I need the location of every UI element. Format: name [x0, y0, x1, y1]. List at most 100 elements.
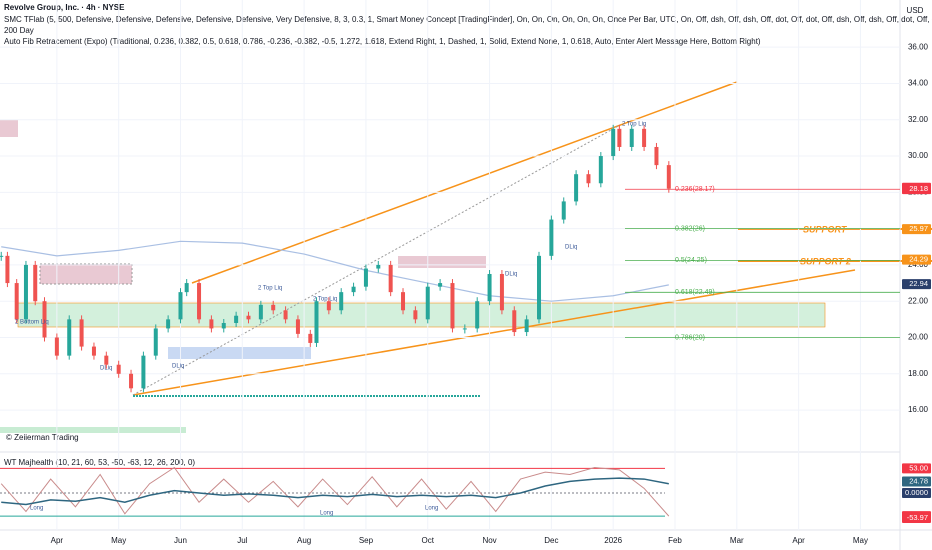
candle — [475, 301, 480, 329]
fib-label: 0.236(28.17) — [675, 186, 715, 193]
fib-label: 0.786(20) — [675, 334, 705, 341]
candle — [629, 128, 634, 147]
candle — [561, 201, 566, 220]
channel-line — [191, 81, 738, 284]
candle — [221, 322, 226, 329]
y-tick-label: 36.00 — [908, 42, 929, 51]
candle — [499, 273, 504, 311]
oscillator-title: WT Majhealth (10, 21, 60, 53, -50, -63, … — [4, 458, 195, 467]
y-tick-label: 32.00 — [908, 115, 929, 124]
price-tag-label: 53.00 — [909, 463, 928, 472]
y-tick-label: 16.00 — [908, 405, 929, 414]
price-tag-label: 24.29 — [909, 255, 928, 264]
candle — [295, 319, 300, 334]
candle — [166, 319, 171, 329]
x-tick-label: Dec — [544, 536, 558, 545]
price-tag — [902, 254, 931, 265]
price-tag — [902, 224, 931, 235]
x-tick-label: Jul — [237, 536, 247, 545]
x-tick-label: Apr — [51, 536, 64, 545]
demand-zone — [17, 302, 826, 328]
candle — [401, 292, 406, 311]
candle — [450, 283, 455, 329]
candle — [524, 319, 529, 333]
fib-label: 0.5(24.25) — [675, 257, 707, 264]
structure-label: Long — [30, 506, 43, 512]
candle — [14, 283, 19, 320]
y-tick-label: 34.00 — [908, 79, 929, 88]
candle — [67, 319, 72, 356]
price-tag-label: 24.78 — [909, 476, 928, 485]
candle — [537, 255, 542, 320]
structure-label: DLiq — [172, 364, 184, 370]
price-tag — [902, 184, 931, 195]
candle — [574, 174, 579, 202]
demand-zone — [0, 427, 186, 433]
structure-label: Long — [320, 511, 333, 517]
candle — [512, 310, 517, 333]
x-tick-label: May — [853, 536, 868, 545]
indicator-legend: SMC TFlab (5, 500, Defensive, Defensive,… — [4, 15, 932, 24]
candle — [462, 328, 467, 330]
candle — [666, 165, 671, 189]
candle — [129, 373, 134, 389]
x-tick-label: Apr — [792, 536, 805, 545]
x-tick-label: Jun — [174, 536, 187, 545]
candle — [141, 355, 146, 389]
structure-label: 2 Top Liq — [622, 122, 646, 128]
structure-label: 2 Top Liq — [258, 286, 282, 292]
price-tag-label: 25.97 — [909, 224, 928, 233]
x-tick-label: Aug — [297, 536, 311, 545]
candle — [79, 319, 84, 347]
candle — [363, 268, 368, 287]
oscillator-line — [0, 466, 670, 517]
candle — [153, 328, 158, 356]
supply-zone — [0, 120, 18, 137]
structure-label: DLiq — [100, 366, 112, 372]
candle — [487, 273, 492, 302]
x-tick-label: 2026 — [604, 536, 622, 545]
watermark: © Zeiierman Trading — [6, 433, 79, 442]
x-tick-label: Feb — [668, 536, 682, 545]
candle — [642, 128, 647, 147]
fib-label: 0.382(26) — [675, 225, 705, 232]
candle — [234, 315, 239, 323]
candle — [425, 286, 430, 320]
price-tag-label: -53.97 — [907, 513, 928, 522]
candle — [33, 264, 38, 302]
candle — [104, 355, 109, 365]
candle — [586, 174, 591, 184]
x-tick-label: May — [111, 536, 126, 545]
candle — [42, 301, 47, 338]
indicator-legend: Auto Fib Retracement (Expo) (Traditional… — [4, 37, 761, 46]
candle — [314, 301, 319, 343]
candle — [5, 255, 10, 284]
structure-label: 2 Bottom Liq — [15, 320, 49, 326]
currency-button[interactable]: USD — [907, 6, 924, 15]
candle — [438, 283, 443, 287]
y-tick-label: 18.00 — [908, 369, 929, 378]
x-tick-label: Oct — [422, 536, 435, 545]
indicator-legend: 200 Day — [4, 26, 34, 35]
candle — [23, 264, 28, 320]
annotation: SUPPORT — [803, 224, 848, 234]
candle — [246, 315, 251, 320]
structure-label: DLiq — [505, 272, 517, 278]
candle — [178, 292, 183, 320]
candle — [549, 219, 554, 256]
candle — [351, 286, 356, 293]
price-tag-label: 0.0000 — [905, 488, 928, 497]
supply-zone — [398, 256, 486, 268]
price-tag — [902, 487, 931, 498]
candle — [91, 346, 96, 356]
candle — [209, 319, 214, 329]
candle — [617, 128, 622, 147]
structure-label: 2 Top Liq — [313, 297, 337, 303]
price-tag — [902, 279, 931, 290]
x-tick-label: Mar — [730, 536, 744, 545]
candle — [258, 304, 263, 320]
candle — [376, 264, 381, 269]
structure-label: DLiq — [565, 245, 577, 251]
